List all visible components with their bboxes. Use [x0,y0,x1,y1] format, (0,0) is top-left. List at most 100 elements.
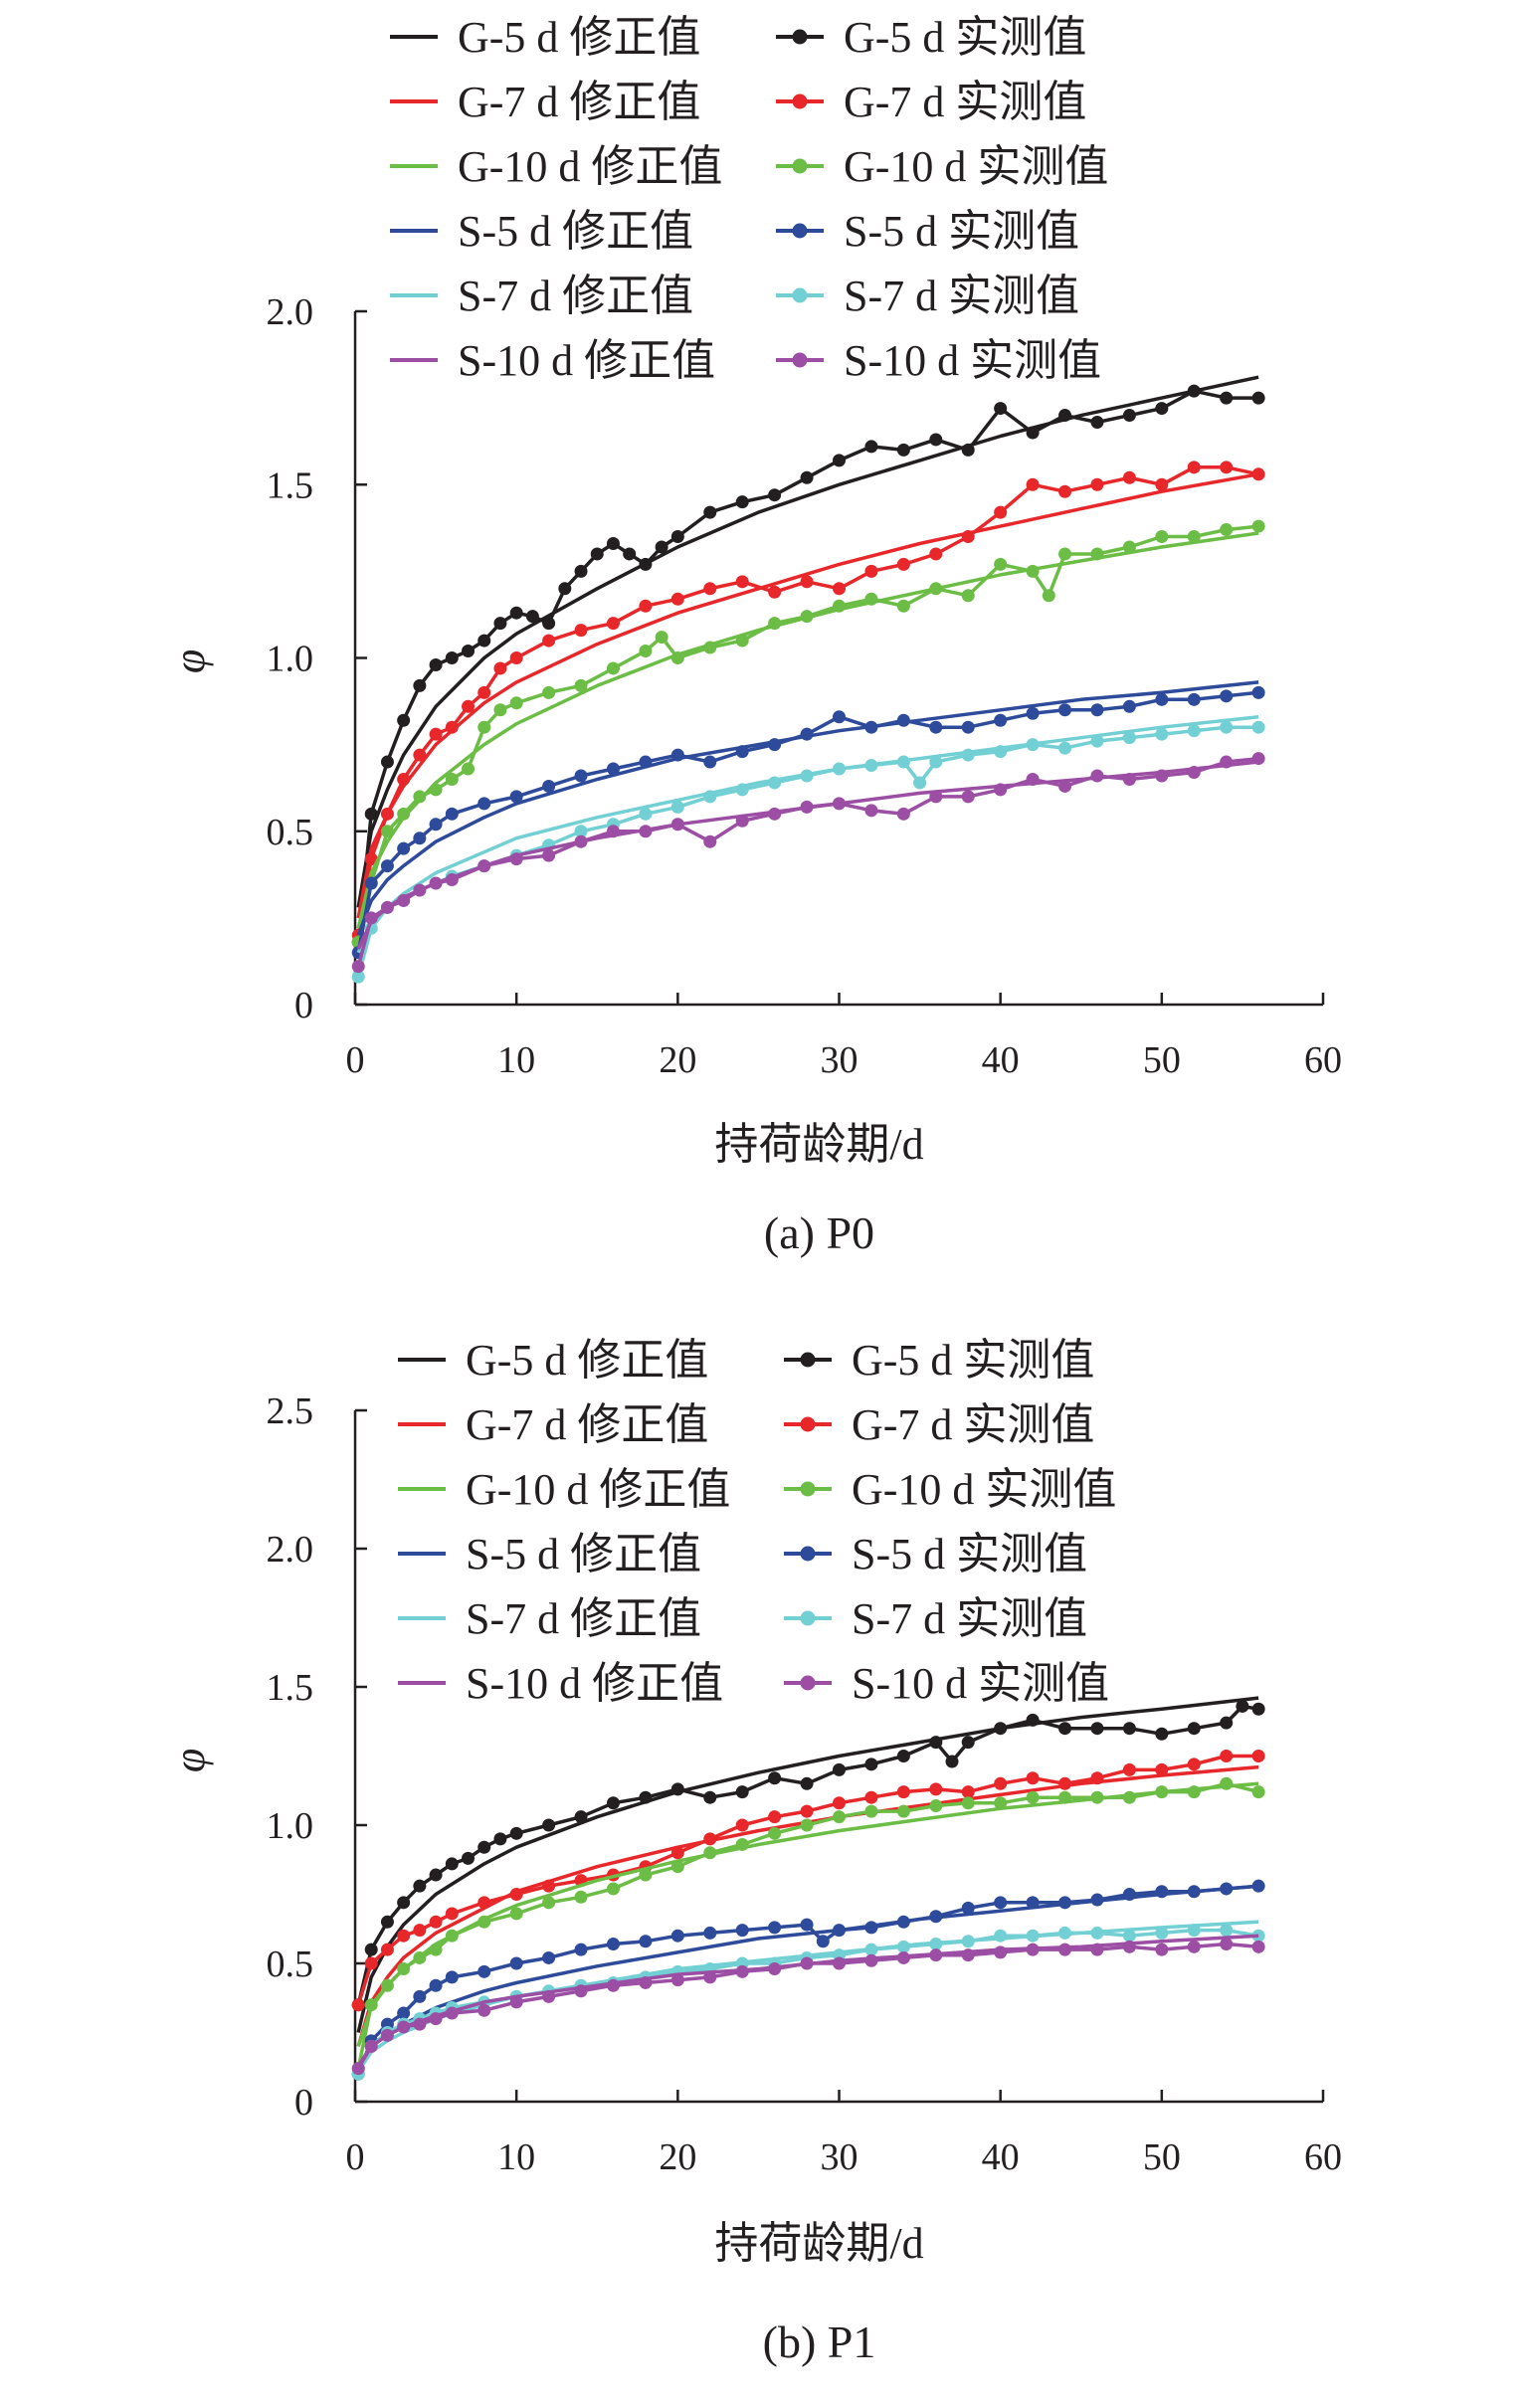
data-point [1220,720,1234,734]
data-point [509,696,523,710]
data-point [1058,1722,1072,1736]
data-point [735,575,749,589]
data-point [994,505,1008,519]
legend-item: G-10 d 修正值 [398,1465,730,1514]
legend-item: S-7 d 修正值 [398,1594,701,1643]
data-point [1122,731,1136,745]
data-point [864,592,878,606]
data-point [1122,409,1136,423]
legend-label: S-5 d 实测值 [844,207,1079,256]
data-point [703,834,717,848]
data-point [1187,1885,1201,1899]
data-point [945,1755,959,1768]
data-point [703,505,717,519]
data-point [397,1962,411,1976]
data-point [864,1790,878,1804]
fit-line-S-7d [356,714,1259,954]
data-point [994,1776,1008,1790]
data-point [816,1935,830,1948]
data-point [961,1935,975,1948]
data-point [800,727,814,741]
data-point [1251,1785,1265,1799]
legend-label: S-5 d 实测值 [852,1530,1087,1578]
data-point [800,769,814,783]
data-point [1090,547,1104,561]
data-point [1251,720,1265,734]
data-point [1122,540,1136,554]
data-point [833,1956,846,1970]
data-point [735,745,749,759]
data-point [558,582,572,596]
data-point [574,1890,588,1904]
data-point [961,720,975,734]
data-point [1058,1943,1072,1956]
data-point [623,547,637,561]
x-tick-label: 20 [659,2136,696,2178]
data-point [929,547,943,561]
legend-swatch-marker [792,223,808,239]
data-point [768,1771,782,1785]
legend-item: G-5 d 修正值 [390,13,700,62]
data-point [735,495,749,509]
data-point [833,1810,846,1824]
data-point [896,443,910,457]
data-point [864,1758,878,1771]
data-point [1090,416,1104,430]
data-point [1155,477,1169,491]
x-tick-label: 40 [982,2136,1020,2178]
data-point [477,1896,491,1910]
data-point [445,1907,459,1921]
data-point [639,599,653,613]
data-point [639,1790,653,1804]
legend-label: S-10 d 实测值 [844,336,1101,385]
data-point [833,454,846,467]
data-point [462,1851,476,1865]
legend-swatch-marker [792,158,808,174]
data-point [542,779,556,793]
y-axis-label: φ [165,649,214,673]
data-point [1220,523,1234,537]
y-tick-label: 2.0 [267,1529,314,1571]
data-point [477,859,491,873]
data-point [413,678,427,692]
data-point [1026,564,1040,578]
data-point [542,1950,556,1964]
measured-line-G-7d [356,465,1259,936]
data-point [864,1921,878,1935]
legend-label: G-10 d 修正值 [466,1465,730,1514]
data-point [800,1804,814,1818]
legend-label: G-5 d 修正值 [458,13,700,62]
data-point [703,1926,717,1940]
fit-line-S-10d [356,760,1259,950]
y-tick-label: 1.0 [267,639,314,680]
data-point [1251,467,1265,481]
data-point [1122,470,1136,484]
data-point [639,1868,653,1882]
data-point [896,1950,910,1964]
data-point [397,1929,411,1943]
data-point [542,848,556,862]
data-point [800,1918,814,1932]
legend-swatch-marker [800,1416,816,1432]
legend-item: S-10 d 修正值 [398,1659,723,1708]
data-point [429,1868,443,1882]
data-point [445,1929,459,1943]
data-point [864,440,878,454]
data-point [380,1915,394,1929]
data-point [413,832,427,845]
legend-swatch-marker [792,352,808,368]
data-point [445,807,459,821]
data-point [961,530,975,544]
data-point [1187,1924,1201,1938]
legend-label: G-5 d 实测值 [852,1336,1094,1385]
legend-label: S-10 d 修正值 [466,1659,723,1708]
data-point [961,1901,975,1915]
data-point [1026,426,1040,440]
data-point [397,772,411,786]
data-point [655,631,668,645]
data-point [864,720,878,734]
data-point [896,1940,910,1953]
data-point [351,970,365,984]
data-point [961,443,975,457]
data-point [380,859,394,873]
